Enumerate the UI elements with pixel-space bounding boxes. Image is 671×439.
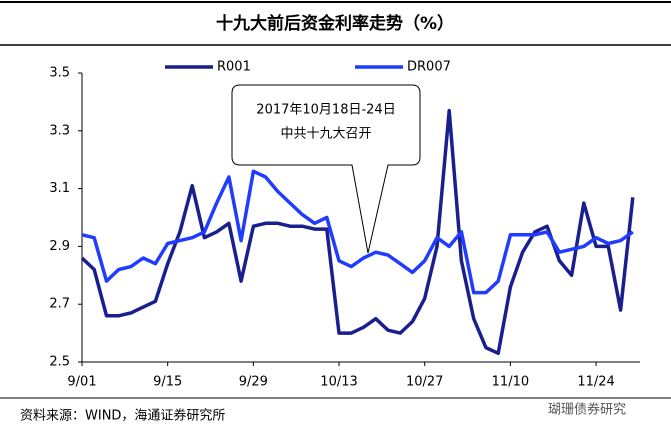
x-tick-label: 9/01 <box>67 375 96 390</box>
y-tick-label: 3.5 <box>49 66 70 81</box>
x-tick-label: 11/24 <box>577 375 614 390</box>
x-tick-label: 9/29 <box>239 375 268 390</box>
legend-label: R001 <box>217 60 251 75</box>
source: 资料来源：WIND，海通证券研究所 <box>20 408 225 424</box>
y-tick-label: 3.3 <box>49 123 70 138</box>
line <box>80 108 635 356</box>
callout <box>231 84 421 254</box>
x-tick-label: 10/13 <box>320 375 357 390</box>
y-tick-label: 2.5 <box>49 355 70 370</box>
x-tick-label: 11/10 <box>492 375 529 390</box>
legend-label: DR007 <box>407 60 451 75</box>
watermark: 瑚珊债券研究 <box>548 402 626 418</box>
chart-title: 十九大前后资金利率走势（%） <box>216 13 454 34</box>
y-tick-label: 2.9 <box>49 239 70 254</box>
annotation: 2017年10月18日-24日 <box>256 103 395 118</box>
y-tick-label: 2.7 <box>49 297 70 312</box>
x-tick-label: 10/27 <box>406 375 443 390</box>
annotation: 中共十九大召开 <box>280 127 371 142</box>
x-tick-label: 9/15 <box>153 375 182 390</box>
line <box>81 169 634 295</box>
y-tick-label: 3.1 <box>49 181 70 196</box>
